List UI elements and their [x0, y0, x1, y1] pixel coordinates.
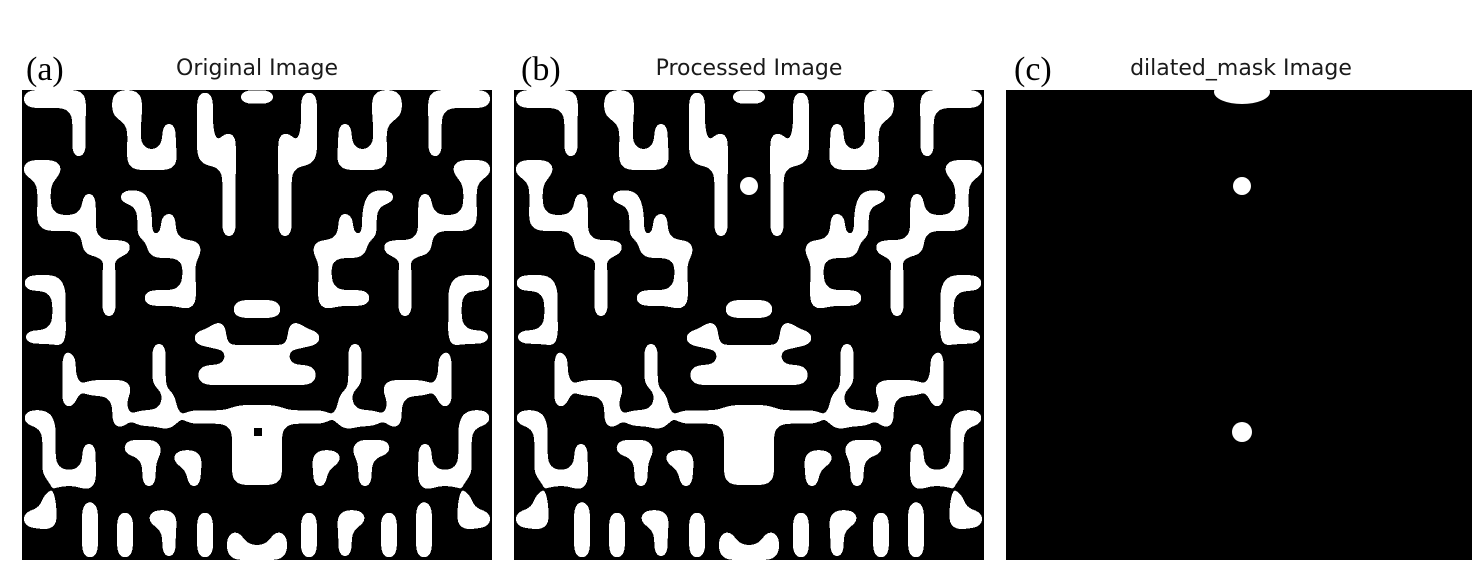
panel-b-title: Processed Image	[655, 56, 843, 81]
original-image	[22, 90, 492, 560]
speck-top	[253, 182, 259, 188]
panel-a-tag: (a)	[26, 51, 64, 88]
mask-blob-top-edge	[1214, 90, 1270, 104]
panel-b-tag: (b)	[521, 51, 561, 88]
filled-dot-center	[738, 420, 760, 440]
mask-dot-upper	[1233, 177, 1251, 195]
dilated-mask-image	[1006, 90, 1472, 560]
panel-c-tag: (c)	[1014, 51, 1052, 88]
speck-center	[254, 428, 262, 436]
filled-dot-top	[740, 177, 758, 195]
panel-a-title: Original Image	[176, 56, 338, 81]
processed-image	[514, 90, 984, 560]
mask-dot-lower	[1232, 422, 1252, 442]
panel-c-title: dilated_mask Image	[1130, 56, 1352, 81]
